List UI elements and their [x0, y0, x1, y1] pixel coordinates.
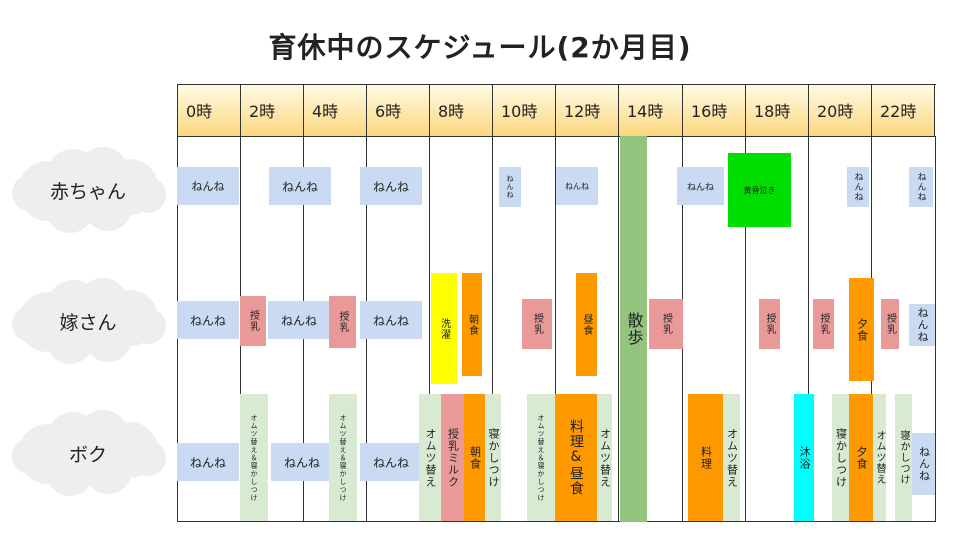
walk-block: 散歩 [620, 136, 647, 522]
hour-header: 20時 [808, 84, 871, 136]
me-sleep-block: ねんね [360, 443, 422, 481]
wife-feeding-block: 授乳 [881, 299, 899, 349]
wife-feeding-block: 授乳 [522, 299, 552, 349]
baby-sleep-block: ねんね [499, 167, 521, 207]
me-breakfast-block: 朝食 [464, 394, 485, 521]
grid-bottom-line [177, 521, 936, 522]
baby-evening-crying-block: 黄昏泣き [728, 153, 791, 227]
me-sleep-block: ねんね [271, 443, 333, 481]
grid-line [429, 136, 430, 522]
grid-top-line [177, 84, 936, 85]
me-diaper-change-block: オムツ替え [873, 394, 886, 521]
hour-header: 2時 [240, 84, 303, 136]
wife-lunch-block: 昼食 [576, 273, 597, 376]
baby-sleep-block: ねんね [677, 167, 724, 205]
grid-line [618, 136, 619, 522]
me-putting-to-sleep-block: 寝かしつけ [895, 394, 912, 521]
me-diaper-and-putting-to-sleep-block: オムツ替え＆寝かしつけ [240, 394, 268, 521]
baby-sleep-block: ねんね [847, 167, 869, 207]
hour-header: 18時 [745, 84, 808, 136]
me-cooking-block: 料理 [688, 394, 723, 521]
baby-sleep-block: ねんね [269, 167, 331, 205]
hour-header: 6時 [366, 84, 429, 136]
wife-feeding-block: 授乳 [759, 299, 780, 349]
cloud-shape [12, 278, 166, 364]
me-bathing-block: 沐浴 [794, 394, 814, 521]
wife-feeding-block: 授乳 [240, 296, 266, 346]
page-title: 育休中のスケジュール(2か月目) [268, 31, 692, 64]
row-label-baby: 赤ちゃん [8, 147, 168, 233]
wife-sleep-block: ねんね [909, 304, 935, 346]
row-label-text: 嫁さん [59, 311, 117, 334]
me-dinner-block: 夕食 [849, 394, 873, 521]
me-diaper-and-putting-to-sleep-block: オムツ替え＆寝かしつけ [329, 394, 357, 521]
hour-header: 4時 [303, 84, 366, 136]
wife-dinner-block: 夕食 [849, 278, 874, 381]
me-milk-feeding-block: 授乳ミルク [441, 394, 464, 521]
row-label-wife: 嫁さん [8, 278, 168, 364]
me-diaper-and-putting-to-sleep-block: オムツ替え＆寝かしつけ [527, 394, 555, 521]
me-diaper-change-block: オムツ替え [597, 394, 612, 521]
hour-header: 12時 [555, 84, 618, 136]
cloud-shape [12, 410, 166, 496]
me-putting-to-sleep-block: 寝かしつけ [832, 394, 849, 521]
hour-header: 0時 [177, 84, 240, 136]
baby-sleep-block: ねんね [360, 167, 422, 205]
baby-sleep-block: ねんね [177, 167, 239, 205]
wife-feeding-block: 授乳 [649, 299, 683, 349]
wife-laundry-block: 洗濯 [431, 273, 457, 384]
wife-sleep-block: ねんね [268, 301, 330, 339]
hour-header: 10時 [492, 84, 555, 136]
hour-header: 8時 [429, 84, 492, 136]
me-cooking-and-lunch-block: 料理&昼食 [555, 394, 597, 521]
row-label-me: ボク [8, 410, 168, 496]
row-label-text: 赤ちゃん [49, 180, 126, 203]
grid-line [492, 136, 493, 522]
me-diaper-change-block: オムツ替え [419, 394, 441, 521]
row-label-text: ボク [68, 443, 107, 466]
grid-line [555, 136, 556, 522]
me-putting-to-sleep-block: 寝かしつけ [485, 394, 501, 521]
baby-sleep-block: ねんね [556, 167, 598, 205]
hour-header: 22時 [871, 84, 935, 136]
grid-line [808, 136, 809, 522]
wife-breakfast-block: 朝食 [462, 273, 482, 376]
wife-sleep-block: ねんね [360, 301, 422, 339]
grid-line [935, 136, 936, 522]
cloud-shape [12, 147, 166, 233]
grid-header-line [177, 136, 936, 137]
wife-feeding-block: 授乳 [329, 296, 356, 348]
me-diaper-change-block: オムツ替え [723, 394, 740, 521]
baby-sleep-block: ねんね [909, 167, 933, 207]
wife-sleep-block: ねんね [177, 301, 239, 339]
hour-header: 14時 [618, 84, 682, 136]
grid-line [745, 136, 746, 522]
hour-header: 16時 [682, 84, 745, 136]
wife-feeding-block: 授乳 [813, 299, 834, 349]
me-sleep-block: ねんね [177, 443, 239, 481]
me-sleep-block: ねんね [912, 433, 935, 495]
